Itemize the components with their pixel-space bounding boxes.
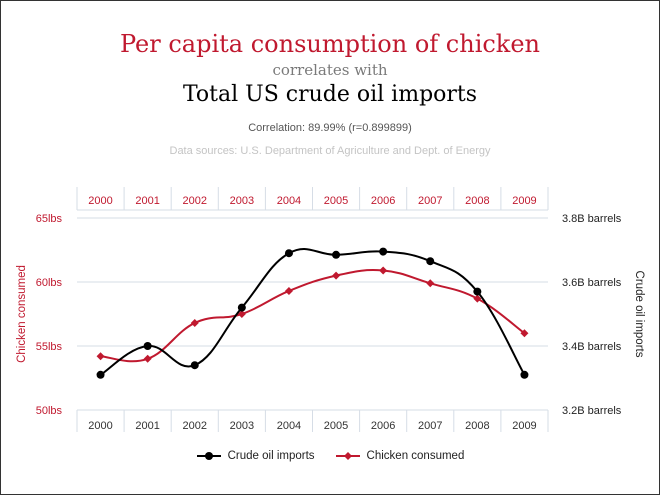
bottom-axis-year-label: 2002 — [183, 420, 207, 432]
data-point-chicken — [520, 329, 529, 338]
data-point-chicken — [143, 354, 152, 363]
legend-item-oil[interactable]: Crude oil imports — [196, 450, 315, 462]
legend: Crude oil imports Chicken consumed — [0, 450, 660, 462]
data-point-oil — [520, 370, 529, 379]
legend-swatch-oil — [196, 452, 221, 460]
bottom-axis-year-label: 2000 — [88, 420, 112, 432]
bottom-axis-year-label: 2005 — [324, 420, 348, 432]
legend-label-oil: Crude oil imports — [227, 450, 315, 462]
data-point-oil — [96, 370, 105, 379]
right-axis-title: Crude oil imports — [633, 271, 645, 358]
left-axis-title: Chicken consumed — [16, 265, 28, 363]
chart-title-chicken: Per capita consumption of chicken — [119, 30, 541, 58]
left-axis-tick-label: 50lbs — [36, 405, 63, 417]
right-axis-tick-label: 3.2B barrels — [562, 405, 622, 417]
chart-title-connector: correlates with — [272, 61, 388, 79]
left-axis-tick-label: 55lbs — [36, 341, 63, 353]
bottom-axis-year-label: 2007 — [418, 420, 442, 432]
top-axis-year-label: 2005 — [324, 195, 348, 207]
data-point-oil — [473, 287, 482, 296]
data-point-chicken — [473, 294, 482, 303]
bottom-axis-year-label: 2009 — [512, 420, 536, 432]
data-point-chicken — [284, 286, 293, 295]
series-line-chicken — [100, 269, 526, 363]
bottom-axis-year-label: 2004 — [277, 420, 301, 432]
series-layer — [96, 247, 529, 379]
top-axis-year-label: 2004 — [277, 195, 301, 207]
legend-swatch-chicken — [335, 452, 360, 460]
bottom-axis-year-label: 2001 — [135, 420, 159, 432]
bottom-axis-year-label: 2003 — [230, 420, 254, 432]
data-sources-text: Data sources: U.S. Department of Agricul… — [169, 145, 491, 157]
data-point-oil — [284, 249, 293, 258]
left-axis-tick-label: 65lbs — [36, 213, 63, 225]
data-point-oil — [190, 361, 199, 370]
top-axis-year-label: 2003 — [230, 195, 254, 207]
data-point-chicken — [190, 318, 199, 327]
right-axis-tick-label: 3.8B barrels — [562, 213, 622, 225]
top-axis-year-label: 2007 — [418, 195, 442, 207]
top-axis-year-label: 2002 — [183, 195, 207, 207]
top-axis-year-label: 2001 — [135, 195, 159, 207]
data-point-oil — [426, 257, 435, 266]
series-line-oil — [99, 248, 526, 376]
chart-title-oil: Total US crude oil imports — [182, 82, 478, 107]
data-point-chicken — [96, 352, 105, 361]
data-point-oil — [143, 342, 152, 350]
data-point-oil — [332, 250, 341, 259]
bottom-axis-year-label: 2006 — [371, 420, 395, 432]
grid-layer — [76, 187, 549, 432]
legend-label-chicken: Chicken consumed — [366, 450, 465, 462]
right-axis-tick-label: 3.6B barrels — [562, 277, 622, 289]
data-point-oil — [379, 247, 388, 256]
top-axis-year-label: 2006 — [371, 195, 395, 207]
data-point-oil — [237, 303, 246, 312]
axis-layer: 50lbs 3.2B barrels 55lbs 3.4B barrels 60lbs 3… — [16, 195, 645, 432]
top-axis-year-label: 2009 — [512, 195, 536, 207]
bottom-axis-year-label: 2008 — [465, 420, 489, 432]
right-axis-tick-label: 3.4B barrels — [562, 341, 622, 353]
data-point-chicken — [379, 266, 388, 275]
correlation-text: Correlation: 89.99% (r=0.899899) — [248, 122, 412, 134]
top-axis-year-label: 2008 — [465, 195, 489, 207]
data-point-chicken — [426, 279, 435, 288]
data-point-chicken — [237, 310, 246, 318]
left-axis-tick-label: 60lbs — [36, 277, 63, 289]
top-axis-year-label: 2000 — [88, 195, 112, 207]
data-point-chicken — [332, 271, 341, 280]
legend-item-chicken[interactable]: Chicken consumed — [335, 450, 465, 462]
